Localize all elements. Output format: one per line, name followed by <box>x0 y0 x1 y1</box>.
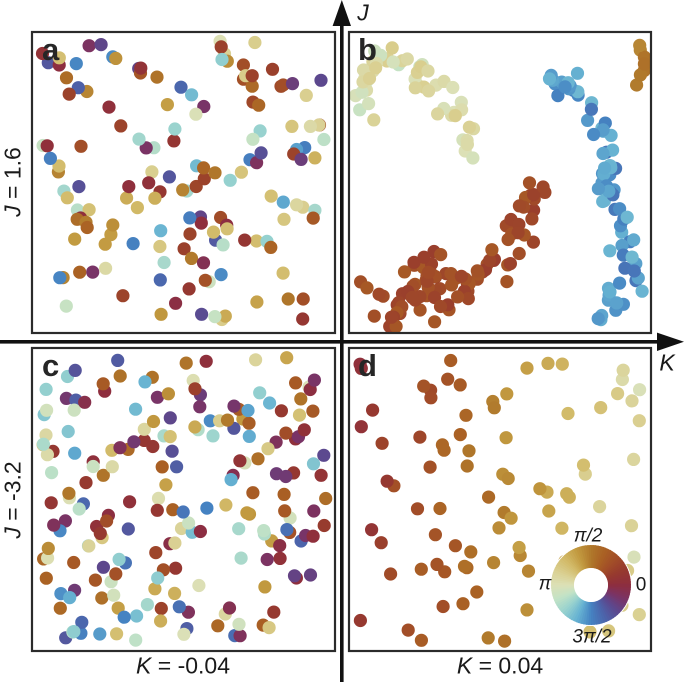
panel-letter-c: c <box>42 348 60 383</box>
col-label-value: = 0.04 <box>472 652 544 679</box>
horizontal-axis-label-K: K <box>659 349 675 376</box>
row-label-value: = 1.6 <box>0 147 26 206</box>
vertical-axis-label-J: J <box>357 0 369 26</box>
col-label-K-0p04: K = 0.04 <box>456 652 544 679</box>
panel-letter-a: a <box>42 32 60 67</box>
row-label-variable: J <box>0 527 26 539</box>
col-label-value: = -0.04 <box>151 652 230 679</box>
row-label-value: = -3.2 <box>0 461 26 528</box>
row-label-J-1p6: J = 1.6 <box>0 147 26 217</box>
panel-letter-d: d <box>358 348 377 383</box>
col-label-variable: K <box>456 652 473 679</box>
row-label-J-m3p2: J = -3.2 <box>0 461 26 539</box>
row-label-variable: J <box>0 205 26 217</box>
wheel-label-pi: π <box>538 573 552 595</box>
wheel-label-pi-over-2: π/2 <box>573 525 603 547</box>
panel-letter-b: b <box>358 32 377 67</box>
col-label-variable: K <box>136 652 152 679</box>
col-label-K-m0p04: K = -0.04 <box>136 652 230 679</box>
wheel-label-3pi-over-2: 3π/2 <box>572 626 612 648</box>
wheel-label-zero: 0 <box>635 574 647 596</box>
